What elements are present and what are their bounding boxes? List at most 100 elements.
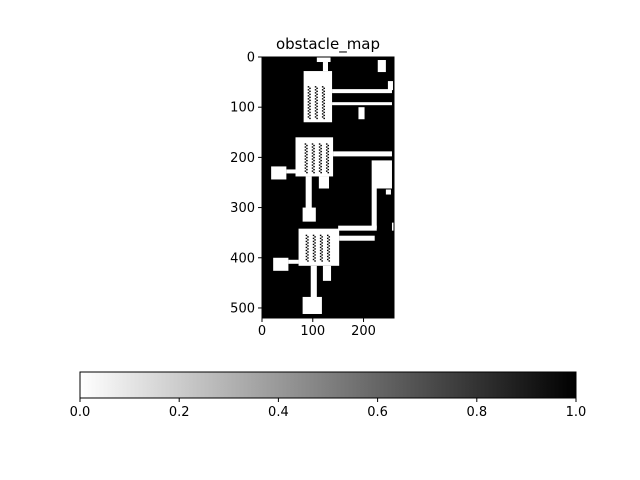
obstacle-cell [316,105,318,108]
obstacle-cell [318,152,321,154]
obstacle-cell [307,245,309,247]
obstacle-cell [311,155,314,157]
obstacle-cell [309,105,311,108]
free-region [332,89,392,94]
free-region [288,259,299,264]
obstacle-cell [313,156,315,159]
obstacle-cell [314,116,317,118]
obstacle-cell [321,254,323,256]
obstacle-cell [305,234,308,237]
obstacle-cell [307,254,309,256]
obstacle-cell [321,239,323,241]
obstacle-cell [313,150,315,153]
obstacle-cell [304,161,307,163]
obstacle-row [314,86,318,120]
obstacle-cell [323,90,325,93]
obstacle-cell [325,161,328,163]
obstacle-cell [307,110,310,112]
obstacle-cell [307,107,310,109]
obstacle-cell [307,101,310,103]
x-tick-label: 200 [351,324,376,339]
obstacle-cell [327,153,330,156]
obstacle-cell [321,92,324,94]
colorbar: 0.0 0.2 0.4 0.6 0.8 1.0 [70,371,586,420]
free-region [302,296,322,314]
obstacle-cell [320,168,322,171]
obstacle-cell [304,158,307,160]
obstacle-cell [313,159,315,162]
obstacle-cell [309,93,311,96]
obstacle-cell [321,242,323,244]
y-tick-label: 100 [230,101,255,116]
obstacle-cell [304,143,307,145]
obstacle-cell [321,101,324,103]
obstacle-cell [318,149,321,151]
obstacle-cell [325,170,328,172]
y-tick-label: 400 [230,251,255,266]
obstacle-cell [327,144,330,147]
obstacle-cell [307,251,309,253]
obstacle-cell [307,248,309,250]
obstacle-cell [325,164,328,166]
obstacle-cell [314,251,316,253]
obstacle-cell [327,165,330,168]
obstacle-cell [328,242,331,244]
obstacle-row [325,143,330,174]
obstacle-cell [320,171,322,174]
obstacle-cell [325,149,328,151]
obstacle-cell [309,102,311,105]
obstacle-cell [312,237,315,240]
obstacle-cell [306,168,308,171]
obstacle-cell [312,240,315,243]
obstacle-cell [307,242,309,244]
obstacle-row [312,234,316,262]
obstacle-cell [321,107,324,109]
obstacle-cell [307,86,310,88]
obstacle-cell [318,167,321,169]
obstacle-cell [321,113,324,115]
obstacle-cell [321,260,323,262]
obstacle-cell [328,257,331,259]
obstacle-cell [328,248,331,250]
obstacle-row [318,143,322,174]
obstacle-cell [309,108,311,111]
free-region [385,189,391,195]
obstacle-cell [316,114,318,117]
obstacle-cell [309,96,311,99]
obstacle-cell [312,249,315,252]
obstacle-cell [328,239,331,241]
obstacle-cell [307,116,310,118]
obstacle-cell [321,89,324,91]
obstacle-cell [316,111,318,114]
colorbar-axis: 0.0 0.2 0.4 0.6 0.8 1.0 [70,398,586,420]
free-region [310,265,317,300]
obstacle-cell [305,255,308,258]
obstacle-cell [312,243,315,246]
obstacle-row [311,143,315,174]
obstacle-cell [306,156,308,159]
colorbar-gradient [80,372,576,398]
obstacle-cell [306,159,308,162]
obstacle-cell [320,153,322,156]
obstacle-cell [316,102,318,105]
map-x-axis: 0 100 200 [258,318,376,339]
obstacle-cell [309,111,311,114]
obstacle-cell [313,168,315,171]
obstacle-cell [326,237,329,240]
obstacle-cell [326,252,329,255]
obstacle-cell [307,239,309,241]
obstacle-cell [323,99,325,102]
obstacle-cell [321,95,324,97]
map-y-axis: 0 100 200 300 400 500 [230,51,262,316]
obstacle-cell [316,87,318,90]
obstacle-cell [318,161,321,163]
obstacle-cell [304,155,307,157]
obstacle-cell [319,243,322,246]
obstacle-cell [326,234,329,237]
obstacle-cell [318,164,321,166]
free-region [387,81,393,91]
obstacle-cell [314,257,316,259]
obstacle-cell [316,93,318,96]
obstacle-cell [304,146,307,148]
obstacle-cell [305,237,308,240]
